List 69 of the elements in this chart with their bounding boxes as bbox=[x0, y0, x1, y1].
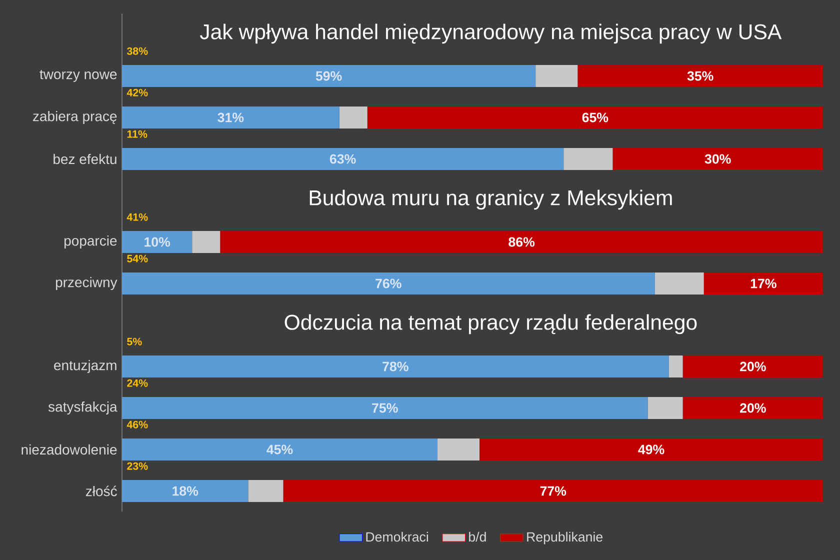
data-label: 18% bbox=[172, 486, 198, 496]
annotation: 42% bbox=[126, 88, 148, 96]
bar bbox=[248, 480, 284, 502]
data-label: 59% bbox=[316, 71, 342, 81]
annotation: 11% bbox=[127, 130, 148, 138]
bar bbox=[480, 438, 823, 460]
y-tick-label: bez efektu bbox=[54, 154, 116, 164]
chart-title: Budowa muru na granicy z Meksykiem bbox=[310, 190, 672, 210]
data-label: 20% bbox=[740, 362, 766, 372]
bar bbox=[682, 356, 823, 378]
data-label: 65% bbox=[582, 112, 608, 122]
data-label: 86% bbox=[508, 237, 535, 247]
annotation: 24% bbox=[127, 379, 148, 387]
annotation: 54% bbox=[127, 254, 148, 262]
data-label: 77% bbox=[540, 486, 566, 496]
y-tick-label: tworzy nowe bbox=[40, 70, 117, 82]
bar bbox=[283, 480, 823, 502]
y-tick-label: satysfakcja bbox=[48, 401, 118, 415]
bar bbox=[578, 64, 823, 87]
bar bbox=[367, 106, 823, 128]
data-label: 20% bbox=[740, 403, 766, 413]
text: 5% bbox=[127, 338, 142, 346]
data-label: 75% bbox=[372, 403, 398, 413]
chart-title: Jak wpływa handel międzynarodowy na miejsca pracy w USA bbox=[200, 24, 782, 44]
legend-label: b/d bbox=[469, 532, 486, 542]
data-label: 31% bbox=[218, 112, 244, 122]
chart-title: Odczucia na temat pracy rządu federalnego bbox=[284, 314, 697, 334]
text: 38% bbox=[126, 47, 148, 55]
bar bbox=[192, 230, 220, 253]
bar bbox=[339, 106, 368, 128]
bar bbox=[564, 148, 613, 170]
bar bbox=[122, 480, 248, 502]
annotation: 46% bbox=[126, 420, 148, 428]
data-label: 10% bbox=[144, 237, 170, 247]
y-tick-label: zabiera pracę bbox=[33, 110, 117, 124]
data-label: 35% bbox=[687, 71, 714, 81]
legend-label: Republikanie bbox=[527, 532, 602, 544]
bar bbox=[122, 148, 564, 170]
bar bbox=[682, 397, 823, 419]
data-label: 30% bbox=[704, 154, 731, 164]
bar bbox=[122, 230, 192, 253]
bar bbox=[648, 397, 683, 419]
bar bbox=[122, 356, 669, 378]
data-label: 76% bbox=[376, 278, 402, 288]
y-tick-label: złość bbox=[86, 486, 117, 496]
y-tick-label: entuzjazm bbox=[54, 360, 116, 374]
annotation: 23% bbox=[127, 462, 148, 470]
data-label: 45% bbox=[266, 444, 293, 454]
bar bbox=[220, 230, 823, 253]
y-tick-label: przeciwny bbox=[56, 276, 118, 290]
bar bbox=[122, 438, 438, 460]
y-tick-label: niezadowolenie bbox=[22, 444, 117, 455]
legend-label: Demokraci bbox=[366, 532, 428, 542]
bar bbox=[437, 438, 480, 460]
bar bbox=[612, 148, 823, 170]
data-label: 63% bbox=[330, 154, 356, 164]
bar bbox=[122, 106, 340, 128]
data-label: 49% bbox=[638, 444, 664, 454]
bar bbox=[668, 356, 683, 378]
bar bbox=[654, 272, 704, 294]
bar bbox=[704, 272, 823, 294]
text: 41% bbox=[126, 213, 148, 221]
bar bbox=[122, 64, 536, 87]
bar bbox=[122, 272, 655, 294]
data-label: 17% bbox=[750, 278, 776, 288]
data-label: 78% bbox=[382, 362, 408, 372]
y-tick-label: poparcie bbox=[64, 235, 117, 249]
bar bbox=[122, 397, 648, 419]
bar bbox=[536, 64, 578, 87]
